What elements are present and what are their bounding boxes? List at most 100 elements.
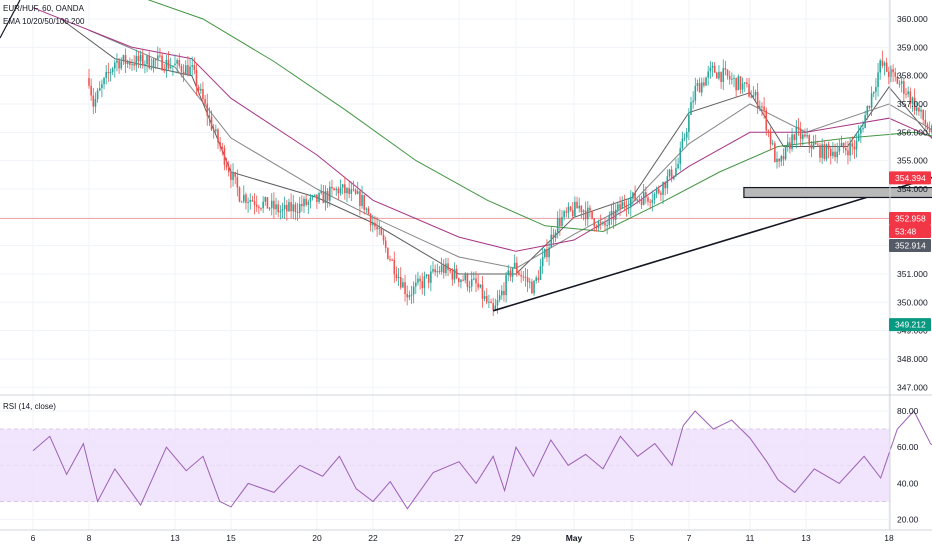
candle-body xyxy=(292,204,295,212)
candle-331 xyxy=(799,121,802,147)
candle-body xyxy=(909,91,912,104)
candle-179 xyxy=(473,271,475,281)
candle-body xyxy=(309,197,312,202)
candle-body xyxy=(442,265,445,274)
drawings[interactable] xyxy=(0,0,932,312)
candle-96 xyxy=(294,202,297,220)
candle-303 xyxy=(739,75,742,94)
candle-353 xyxy=(847,140,849,165)
candle-body xyxy=(421,281,424,289)
candle-81 xyxy=(262,196,264,214)
candle-322 xyxy=(780,154,783,166)
candle-body xyxy=(180,65,183,72)
candle-91 xyxy=(283,196,286,219)
candle-body xyxy=(389,258,391,260)
candle-355 xyxy=(851,136,854,155)
candle-body xyxy=(367,208,370,215)
candle-body xyxy=(382,234,385,241)
candle-body xyxy=(531,281,533,294)
candle-body xyxy=(311,195,314,198)
candle-273 xyxy=(675,158,677,178)
time-tick-2: 13 xyxy=(170,533,180,543)
candle-body xyxy=(797,126,800,129)
candle-213 xyxy=(546,239,548,262)
candle-body xyxy=(475,278,477,284)
candle-182 xyxy=(479,284,482,289)
candle-body xyxy=(174,63,176,66)
candle-body xyxy=(395,274,398,279)
candle-116 xyxy=(337,186,340,200)
candle-body xyxy=(903,81,905,94)
support-trendline xyxy=(492,176,932,312)
candle-body xyxy=(802,134,804,140)
last-price-tag-bg xyxy=(889,211,931,225)
candle-202 xyxy=(522,271,525,282)
candle-body xyxy=(896,76,899,84)
time-tick-6: 27 xyxy=(454,533,464,543)
candle-168 xyxy=(449,268,451,274)
candle-63 xyxy=(223,145,226,171)
candle-body xyxy=(243,194,245,202)
candle-258 xyxy=(642,184,645,206)
candle-body xyxy=(552,234,555,238)
rsi-tick-3: 80.00 xyxy=(897,406,919,416)
candle-body xyxy=(148,55,150,69)
candle-body xyxy=(279,210,282,213)
candle-body xyxy=(696,83,699,86)
candle-body xyxy=(632,192,634,199)
rsi-legend[interactable]: RSI (14, close) xyxy=(3,402,56,411)
candle-290 xyxy=(711,61,714,77)
candle-body xyxy=(748,84,750,97)
candle-344 xyxy=(827,141,830,159)
candle-150 xyxy=(410,285,413,304)
rsi-tick-1: 40.00 xyxy=(897,478,919,488)
candle-body xyxy=(885,62,888,72)
candle-230 xyxy=(582,209,585,221)
candle-body xyxy=(675,168,677,176)
candle-354 xyxy=(849,138,851,162)
candle-body xyxy=(191,65,193,67)
candle-72 xyxy=(243,185,245,204)
candle-body xyxy=(432,269,434,272)
candle-312 xyxy=(759,100,761,112)
candle-285 xyxy=(700,77,703,97)
candle-169 xyxy=(451,268,454,286)
time-tick-10: 7 xyxy=(687,533,692,543)
candle-161 xyxy=(434,264,436,277)
candle-276 xyxy=(681,131,684,150)
candle-183 xyxy=(481,276,484,308)
candle-146 xyxy=(402,277,404,288)
candle-body xyxy=(718,71,720,79)
candle-body xyxy=(352,189,355,191)
candle-body xyxy=(630,198,632,208)
candle-345 xyxy=(829,146,832,165)
candle-body xyxy=(819,145,821,158)
candle-body xyxy=(898,83,901,85)
candle-325 xyxy=(786,133,789,152)
candle-body xyxy=(378,228,381,230)
ema-legend[interactable]: EMA 10/20/50/100 200 xyxy=(3,17,85,26)
candle-body xyxy=(109,71,112,74)
candle-body xyxy=(176,60,178,64)
candle-body xyxy=(451,271,454,280)
candle-body xyxy=(554,232,557,238)
candle-body xyxy=(313,194,316,196)
symbol-legend[interactable]: EUR/HUF, 60, OANDA xyxy=(3,4,84,13)
candle-body xyxy=(286,204,288,212)
bid-price-tag: 352.914 xyxy=(889,238,931,252)
candle-body xyxy=(776,158,778,163)
candle-329 xyxy=(795,120,798,149)
candle-391 xyxy=(928,121,931,135)
candle-body xyxy=(640,199,643,205)
candle-body xyxy=(118,60,120,69)
candle-382 xyxy=(909,87,912,109)
candle-body xyxy=(731,78,733,80)
candle-208 xyxy=(535,275,537,284)
candle-body xyxy=(485,295,488,303)
candle-369 xyxy=(881,50,884,69)
candle-body xyxy=(453,268,456,280)
candle-body xyxy=(503,290,505,296)
candle-203 xyxy=(524,267,527,287)
